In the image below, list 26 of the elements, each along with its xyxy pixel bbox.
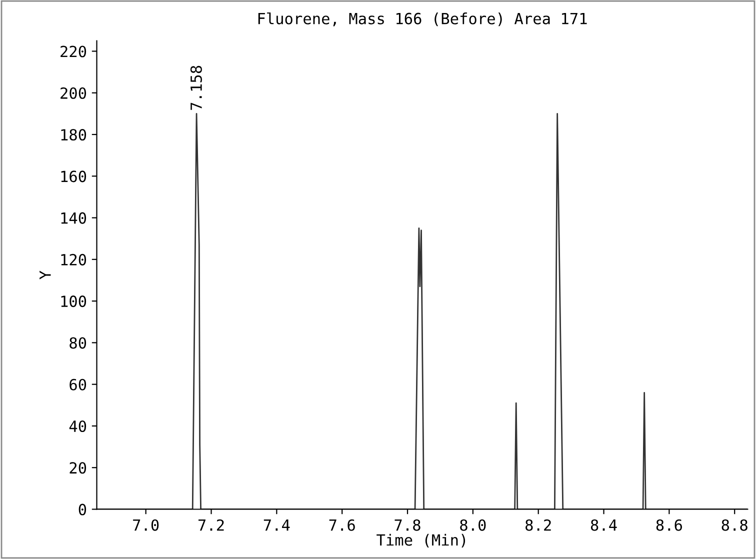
y-tick-label: 140 <box>61 212 86 224</box>
y-tick-label: 100 <box>61 296 86 308</box>
y-axis-title: Y <box>40 270 51 280</box>
x-tick-label: 7.4 <box>264 520 290 531</box>
x-tick-label: 8.0 <box>460 519 486 531</box>
x-tick-label: 8.6 <box>656 519 682 531</box>
y-tick-label: 60 <box>70 378 86 390</box>
y-tick-label: 20 <box>70 462 86 474</box>
y-tick-label: 200 <box>60 87 86 99</box>
annotation: 7.158 <box>190 66 202 110</box>
x-tick-label: 7.0 <box>133 519 159 531</box>
y-tick-label: 40 <box>69 420 86 432</box>
x-tick-label: 8.4 <box>590 519 617 531</box>
x-axis-title: Time (Min) <box>376 534 466 548</box>
x-tick-label: 7.2 <box>198 519 224 531</box>
x-tick-label: 7.8 <box>394 519 420 531</box>
x-tick-label: 7.6 <box>329 519 355 531</box>
x-tick-label: 8.2 <box>526 519 551 531</box>
x-tick-label: 8.8 <box>722 519 748 531</box>
chart-title: Fluorene, Mass 166 (Before) Area 171 <box>258 12 587 26</box>
y-tick-label: 160 <box>61 170 86 182</box>
y-tick-label: 120 <box>61 254 86 266</box>
y-tick-label: 80 <box>70 337 86 349</box>
y-tick-label: 220 <box>60 46 86 58</box>
y-tick-label: 180 <box>61 129 86 141</box>
y-tick-label: 0 <box>78 504 86 516</box>
